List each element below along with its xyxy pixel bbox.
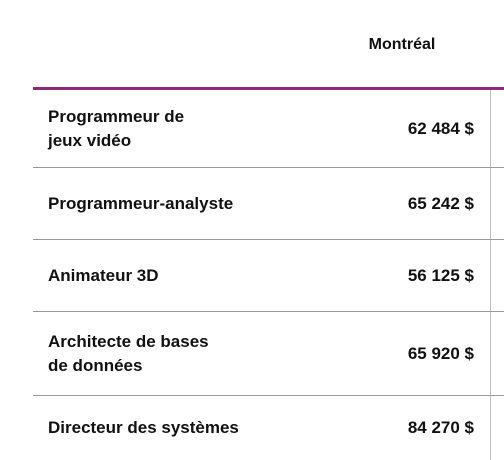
row-label: Programmeur de jeux vidéo — [48, 106, 185, 150]
row-label: Programmeur-analyste — [48, 193, 234, 213]
row-label: Architecte de bases de données — [48, 331, 209, 375]
header-accent-rule — [33, 87, 504, 90]
table-row: Animateur 3D 56 125 $ — [33, 240, 504, 312]
right-divider-line — [490, 90, 491, 460]
table-row: Programmeur-analyste 65 242 $ — [33, 168, 504, 240]
row-label: Directeur des systèmes — [48, 418, 239, 437]
table-row: Directeur des systèmes 84 270 $ — [33, 396, 504, 460]
row-value: 62 484 $ — [407, 118, 474, 138]
row-value: 56 125 $ — [407, 265, 474, 285]
table-row: Architecte de bases de données 65 920 $ — [33, 312, 504, 396]
row-value: 65 242 $ — [407, 193, 474, 213]
row-value: 84 270 $ — [407, 418, 474, 437]
table-row: Programmeur de jeux vidéo 62 484 $ — [33, 90, 504, 168]
column-header-montreal: Montréal — [368, 36, 436, 53]
row-label: Animateur 3D — [48, 265, 159, 285]
row-value: 65 920 $ — [407, 343, 474, 363]
